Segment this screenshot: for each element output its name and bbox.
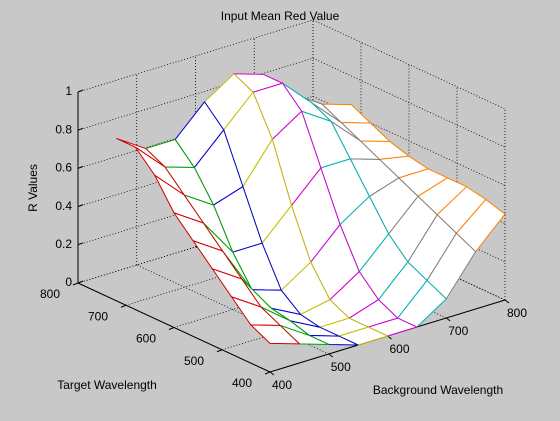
y-tick [216, 349, 223, 353]
grid-line [136, 264, 329, 355]
grid-line [77, 19, 314, 93]
grid-line [312, 19, 506, 110]
z-tick [77, 89, 84, 93]
z-tick [77, 165, 84, 169]
z-tick [77, 280, 84, 284]
z-tick [77, 242, 84, 246]
z-tick-label: 0 [65, 275, 72, 289]
z-tick-label: 0.6 [55, 161, 72, 175]
x-tick-label: 800 [507, 306, 527, 320]
z-tick-label: 0.2 [55, 237, 72, 251]
z-tick-label: 0.4 [55, 199, 72, 213]
y-axis-label: Target Wavelength [57, 378, 157, 392]
y-tick-label: 600 [136, 332, 156, 346]
grid-line [77, 57, 314, 131]
mesh-cell [249, 324, 301, 345]
x-tick-label: 600 [389, 342, 409, 356]
z-tick-label: 1 [65, 84, 72, 98]
x-tick-label: 700 [448, 324, 468, 338]
x-tick-label: 500 [331, 360, 351, 374]
x-tick [387, 335, 392, 340]
y-tick-label: 400 [232, 376, 252, 390]
y-tick [72, 282, 79, 286]
x-tick [328, 353, 334, 358]
z-axis-label: R Values [26, 164, 40, 212]
y-tick [168, 327, 175, 330]
grid-line [312, 96, 506, 186]
y-tick-label: 800 [40, 287, 60, 301]
chart-title: Input Mean Red Value [221, 9, 340, 23]
x-tick [269, 371, 275, 376]
x-tick [445, 317, 451, 322]
z-tick-label: 0.8 [55, 122, 72, 136]
y-tick-label: 700 [88, 309, 108, 323]
z-tick [77, 204, 84, 208]
x-axis-label: Background Wavelength [373, 383, 503, 397]
z-tick [77, 127, 84, 131]
y-tick-label: 500 [184, 354, 204, 368]
grid-line [312, 57, 506, 148]
x-tick-label: 400 [272, 378, 292, 392]
y-tick [120, 304, 127, 308]
x-tick [504, 299, 510, 304]
y-tick [264, 371, 271, 375]
